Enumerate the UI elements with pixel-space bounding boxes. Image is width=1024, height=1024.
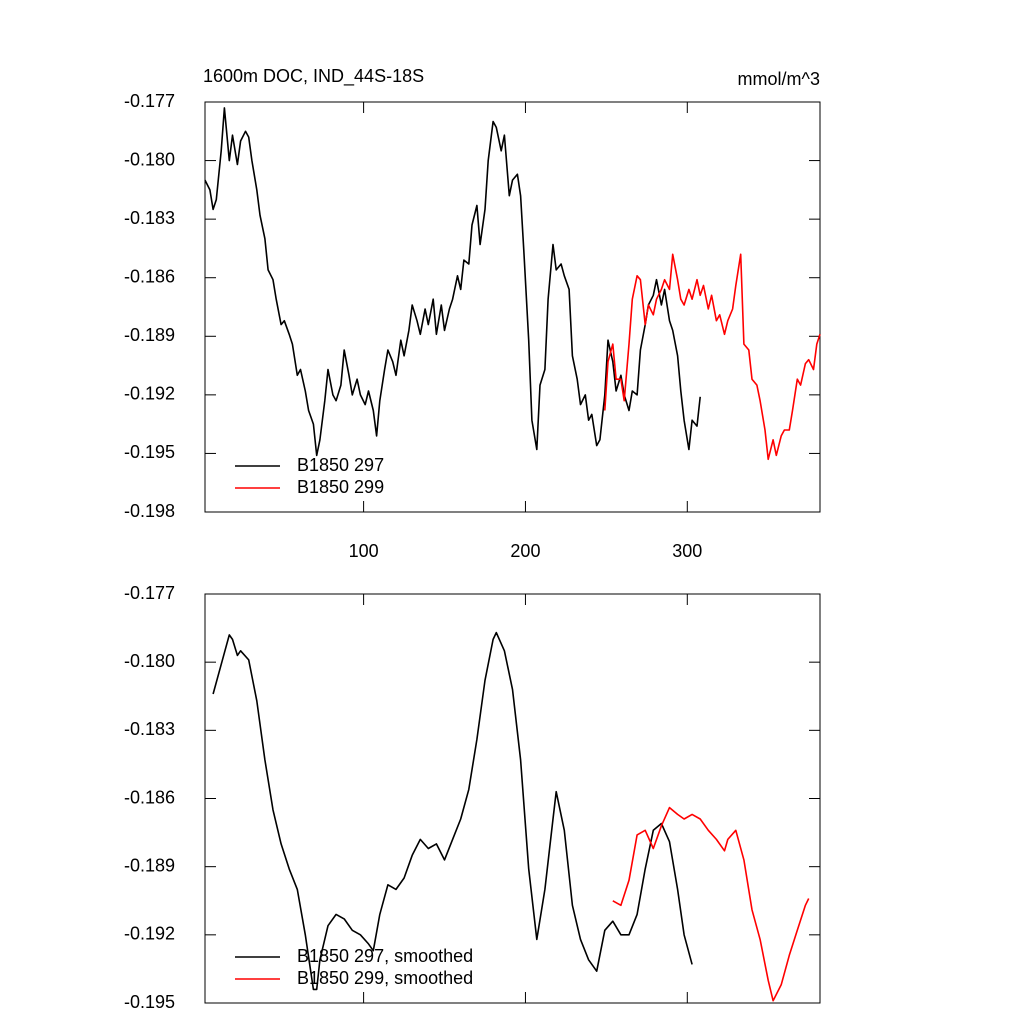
y-tick-label: -0.192 bbox=[124, 924, 175, 944]
y-tick-label: -0.180 bbox=[124, 149, 175, 169]
data-line bbox=[612, 806, 810, 1002]
data-line bbox=[212, 631, 693, 991]
y-tick-label: -0.177 bbox=[124, 583, 175, 603]
y-tick-label: -0.189 bbox=[124, 855, 175, 875]
legend-label: B1850 297, smoothed bbox=[297, 946, 473, 966]
data-line bbox=[204, 107, 701, 457]
y-tick-label: -0.195 bbox=[124, 442, 175, 462]
plot-frame bbox=[204, 593, 821, 1004]
y-tick-label: -0.192 bbox=[124, 384, 175, 404]
chart-title: 1600m DOC, IND_44S-18S bbox=[203, 66, 424, 87]
y-tick-label: -0.186 bbox=[124, 787, 175, 807]
data-line bbox=[604, 253, 821, 461]
y-tick-label: -0.186 bbox=[124, 266, 175, 286]
plot-frame bbox=[204, 101, 821, 513]
y-tick-label: -0.177 bbox=[124, 91, 175, 111]
y-tick-label: -0.195 bbox=[124, 992, 175, 1012]
x-tick-label: 300 bbox=[672, 541, 702, 561]
x-tick-label: 200 bbox=[510, 541, 540, 561]
y-tick-label: -0.183 bbox=[124, 719, 175, 739]
legend-label: B1850 299, smoothed bbox=[297, 968, 473, 988]
y-tick-label: -0.180 bbox=[124, 651, 175, 671]
y-tick-label: -0.189 bbox=[124, 325, 175, 345]
units-label: mmol/m^3 bbox=[738, 69, 820, 89]
y-tick-label: -0.198 bbox=[124, 501, 175, 521]
legend-label: B1850 297 bbox=[297, 455, 384, 475]
y-tick-label: -0.183 bbox=[124, 208, 175, 228]
legend-label: B1850 299 bbox=[297, 477, 384, 497]
x-tick-label: 100 bbox=[349, 541, 379, 561]
